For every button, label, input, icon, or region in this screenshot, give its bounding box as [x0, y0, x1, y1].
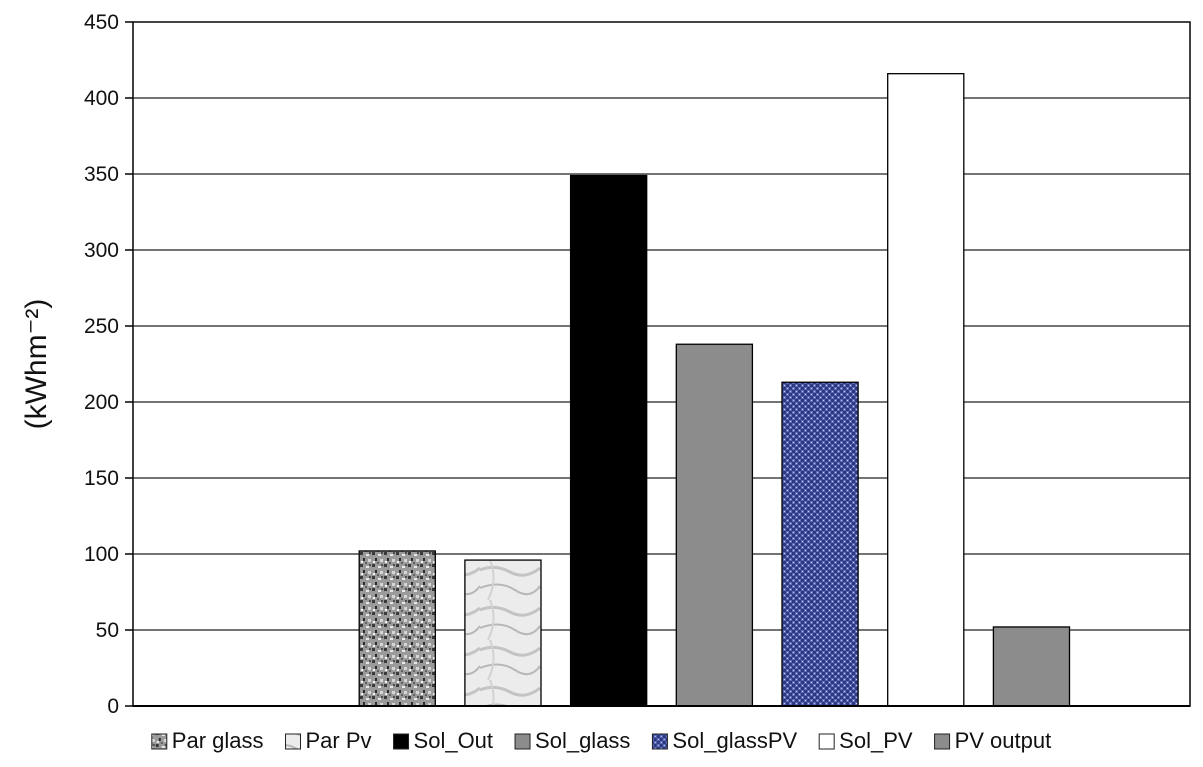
- y-tick-label: 150: [84, 467, 119, 490]
- legend-entry: Sol_glassPV: [651, 728, 797, 753]
- y-tick-label: 0: [107, 695, 119, 718]
- bar-par-glass: [358, 550, 436, 707]
- legend-entry: Sol_PV: [818, 728, 913, 753]
- bar-par-pv: [464, 559, 542, 707]
- plot-area: [132, 21, 1191, 707]
- y-tick-label: 50: [96, 619, 119, 642]
- y-tick-label: 450: [84, 11, 119, 34]
- legend-swatch: [934, 733, 951, 750]
- legend-swatch: [514, 733, 531, 750]
- legend-label: Par glass: [172, 728, 264, 753]
- bar-sol-glass: [675, 343, 754, 707]
- bar-sol-out: [569, 174, 648, 707]
- legend-label: Sol_PV: [839, 728, 913, 753]
- legend-label: Sol_Out: [414, 728, 494, 753]
- bar-pv-output: [992, 626, 1071, 707]
- legend-entry: Sol_glass: [514, 728, 630, 753]
- y-tick-label: 250: [84, 315, 119, 338]
- legend-label: Sol_glassPV: [672, 728, 797, 753]
- y-tick-label: 400: [84, 87, 119, 110]
- y-tick-label: 300: [84, 239, 119, 262]
- y-axis-title: (kWhm⁻²): [20, 299, 53, 430]
- legend-label: Sol_glass: [535, 728, 630, 753]
- legend-swatch: [285, 733, 302, 750]
- legend-label: Par Pv: [306, 728, 372, 753]
- legend-label: PV output: [955, 728, 1052, 753]
- legend-entry: Sol_Out: [393, 728, 494, 753]
- legend-entry: Par Pv: [285, 728, 372, 753]
- y-tick-label: 100: [84, 543, 119, 566]
- legend-swatch: [651, 733, 668, 750]
- legend-entry: PV output: [934, 728, 1052, 753]
- y-tick-label: 350: [84, 163, 119, 186]
- y-tick-label: 200: [84, 391, 119, 414]
- legend-swatch: [393, 733, 410, 750]
- legend-swatch: [151, 733, 168, 750]
- legend-swatch: [818, 733, 835, 750]
- legend-entry: Par glass: [151, 728, 264, 753]
- bar-sol-pv: [887, 73, 965, 707]
- bar-sol-glasspv: [781, 381, 859, 707]
